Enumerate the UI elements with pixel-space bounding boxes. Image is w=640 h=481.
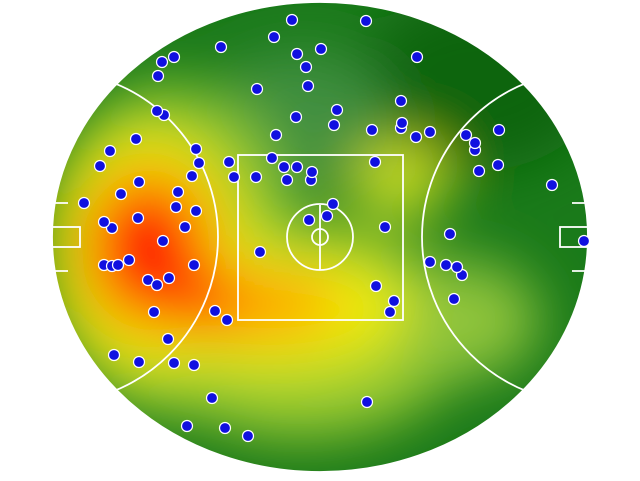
point: [267, 30, 281, 44]
point: [330, 103, 344, 117]
point: [459, 128, 473, 142]
point: [93, 159, 107, 173]
point: [253, 245, 267, 259]
point: [150, 104, 164, 118]
point: [111, 258, 125, 272]
point: [208, 304, 222, 318]
point: [155, 55, 169, 69]
point: [409, 130, 423, 144]
point: [132, 355, 146, 369]
point: [150, 278, 164, 292]
point: [167, 356, 181, 370]
point: [169, 200, 183, 214]
point: [162, 271, 176, 285]
point: [187, 258, 201, 272]
point: [151, 69, 165, 83]
point: [302, 213, 316, 227]
point: [180, 419, 194, 433]
point: [187, 358, 201, 372]
point: [439, 258, 453, 272]
point: [320, 209, 334, 223]
point: [77, 196, 91, 210]
point: [131, 211, 145, 225]
point: [214, 40, 228, 54]
point: [314, 42, 328, 56]
point: [290, 160, 304, 174]
point: [423, 255, 437, 269]
point: [280, 173, 294, 187]
point: [423, 125, 437, 139]
point: [269, 128, 283, 142]
point: [359, 14, 373, 28]
point: [192, 156, 206, 170]
point: [220, 313, 234, 327]
point: [383, 305, 397, 319]
point: [443, 227, 457, 241]
point: [185, 169, 199, 183]
point: [147, 305, 161, 319]
point: [250, 82, 264, 96]
point: [189, 142, 203, 156]
point: [378, 220, 392, 234]
point: [305, 165, 319, 179]
point: [122, 253, 136, 267]
point: [161, 332, 175, 346]
point: [189, 204, 203, 218]
point: [205, 391, 219, 405]
point: [301, 79, 315, 93]
point: [218, 421, 232, 435]
point: [171, 185, 185, 199]
point: [129, 132, 143, 146]
point: [103, 144, 117, 158]
point: [327, 118, 341, 132]
point: [167, 50, 181, 64]
point: [265, 151, 279, 165]
point: [132, 175, 146, 189]
point: [249, 170, 263, 184]
point: [156, 234, 170, 248]
point: [290, 47, 304, 61]
point: [450, 260, 464, 274]
point: [107, 348, 121, 362]
point: [285, 13, 299, 27]
point: [472, 164, 486, 178]
point: [227, 170, 241, 184]
point: [410, 50, 424, 64]
point: [141, 273, 155, 287]
point: [114, 187, 128, 201]
point: [577, 234, 591, 248]
point: [299, 60, 313, 74]
point: [368, 155, 382, 169]
point: [395, 116, 409, 130]
point: [447, 292, 461, 306]
point: [241, 429, 255, 443]
point: [289, 110, 303, 124]
point: [178, 220, 192, 234]
point: [387, 294, 401, 308]
point: [468, 136, 482, 150]
point: [394, 94, 408, 108]
point: [277, 160, 291, 174]
point: [545, 178, 559, 192]
point: [369, 279, 383, 293]
point: [491, 158, 505, 172]
point: [97, 215, 111, 229]
point: [222, 155, 236, 169]
point: [365, 123, 379, 137]
point: [492, 123, 506, 137]
point: [326, 197, 340, 211]
point: [360, 395, 374, 409]
point: [105, 221, 119, 235]
